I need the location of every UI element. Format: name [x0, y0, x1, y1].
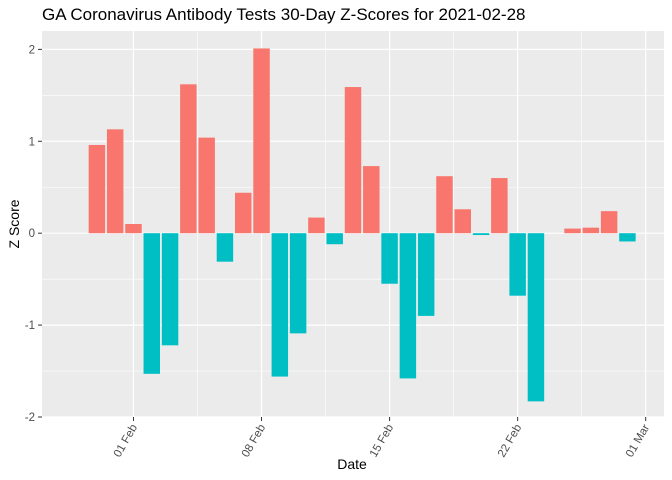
y-tick-label: -1 — [25, 320, 35, 332]
x-tick-label: 15 Feb — [368, 423, 396, 460]
bar — [143, 233, 160, 374]
bar — [381, 233, 398, 284]
bar — [308, 217, 325, 234]
bar — [417, 233, 435, 316]
bar — [344, 87, 362, 234]
grid-minor-x — [197, 31, 582, 417]
y-axis-label: Z Score — [6, 199, 22, 248]
bar — [454, 209, 471, 234]
y-axis: -2 -1 0 1 2 — [25, 44, 42, 424]
bar — [235, 192, 252, 234]
bar — [216, 233, 234, 262]
bar — [600, 211, 618, 234]
bar — [125, 224, 142, 234]
bar — [527, 233, 545, 402]
y-tick-label: 1 — [29, 136, 35, 148]
x-tick-label: 01 Mar — [624, 422, 652, 459]
bar — [271, 233, 289, 377]
bars — [88, 48, 636, 402]
bar — [399, 233, 417, 379]
bar — [289, 233, 307, 334]
bar — [363, 166, 380, 234]
bar — [509, 233, 526, 296]
bar — [436, 176, 453, 234]
bar — [326, 233, 343, 245]
bar — [491, 178, 508, 234]
bar — [564, 228, 581, 234]
x-tick-label: 01 Feb — [112, 423, 140, 460]
x-tick-label: 08 Feb — [240, 423, 268, 460]
x-axis: 01 Feb 08 Feb 15 Feb 22 Feb 01 Mar — [112, 417, 652, 460]
bar — [180, 84, 197, 234]
x-axis-label: Date — [337, 456, 367, 472]
y-tick-label: 0 — [29, 228, 35, 240]
bar — [88, 144, 106, 234]
x-tick-label: 22 Feb — [496, 423, 524, 460]
bar — [472, 233, 490, 236]
bar — [198, 137, 215, 234]
chart-title: GA Coronavirus Antibody Tests 30-Day Z-S… — [42, 5, 526, 24]
bar — [106, 129, 124, 234]
y-tick-label: -2 — [25, 412, 35, 424]
bar — [161, 233, 179, 346]
y-tick-label: 2 — [29, 44, 35, 56]
bar — [619, 233, 636, 242]
bar — [253, 48, 270, 234]
bar — [582, 227, 600, 234]
